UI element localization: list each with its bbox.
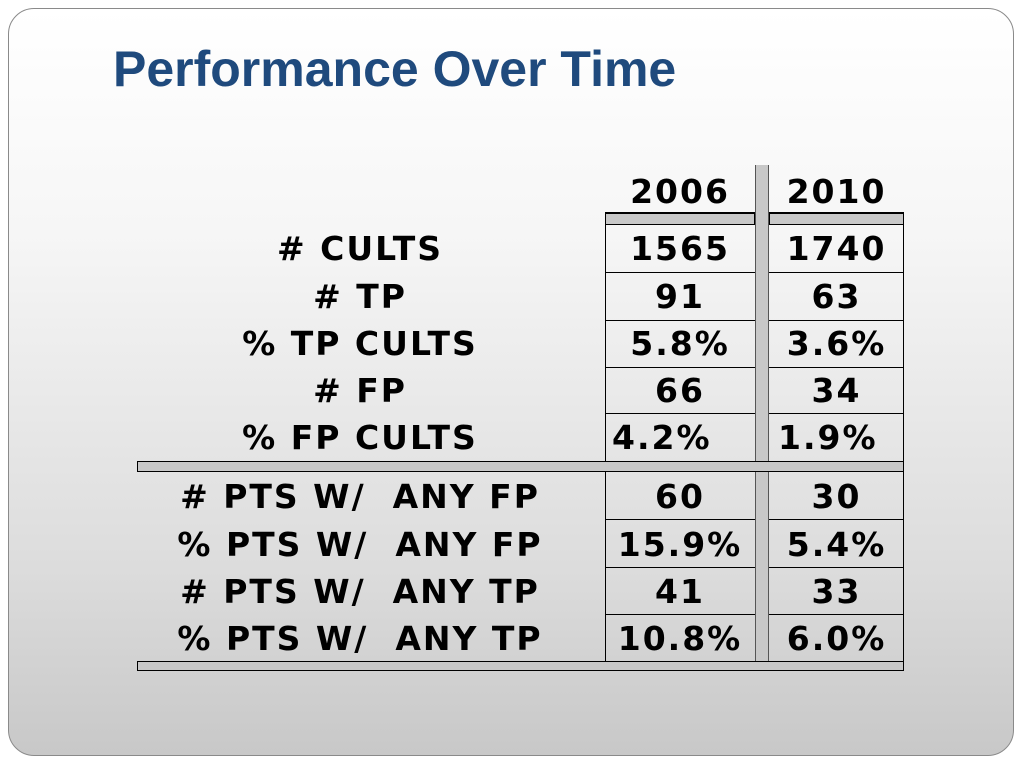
value-2006-fp-cults-pct: 4.2% <box>612 418 712 457</box>
value-2010-tp-cults-pct: 3.6% <box>786 324 887 363</box>
row-label-tp-cults-pct: % TP CULTS <box>242 324 478 363</box>
value-2006-pts-any-fp: 60 <box>655 477 705 516</box>
row-label-pts-any-tp: # PTS W/ ANY TP <box>180 572 540 611</box>
value-2006-pts-any-tp: 41 <box>655 572 705 611</box>
row-line <box>605 272 755 273</box>
value-2006-cults: 1565 <box>630 229 730 268</box>
row-line <box>605 614 755 615</box>
row-label-cults: # CULTS <box>277 229 443 268</box>
header-bar-2010 <box>769 213 904 225</box>
value-2010-pts-any-tp-pct: 6.0% <box>786 619 887 658</box>
header-border-2010 <box>769 212 904 213</box>
section-divider-bar <box>137 461 904 472</box>
row-label-tp: # TP <box>313 277 407 316</box>
border-right-2010 <box>903 213 904 461</box>
row-label-pts-any-fp-pct: % PTS W/ ANY FP <box>177 525 543 564</box>
value-2010-fp-cults-pct: 1.9% <box>778 418 878 457</box>
column-header-2010: 2010 <box>786 172 887 211</box>
header-border-2006 <box>605 212 755 213</box>
row-line <box>769 567 904 568</box>
row-label-pts-any-tp-pct: % PTS W/ ANY TP <box>177 619 543 658</box>
value-2010-pts-any-fp: 30 <box>811 477 862 516</box>
row-line <box>769 519 904 520</box>
row-line <box>769 413 904 414</box>
value-2010-pts-any-fp-pct: 5.4% <box>786 525 887 564</box>
row-label-fp-cults-pct: % FP CULTS <box>242 418 478 457</box>
value-2006-tp-cults-pct: 5.8% <box>630 324 730 363</box>
row-line <box>605 519 755 520</box>
value-2010-cults: 1740 <box>786 229 887 268</box>
slide-title: Performance Over Time <box>113 41 677 97</box>
row-line <box>605 567 755 568</box>
row-label-pts-any-fp: # PTS W/ ANY FP <box>180 477 540 516</box>
row-line <box>605 413 755 414</box>
row-line <box>769 272 904 273</box>
value-2006-pts-any-fp-pct: 15.9% <box>617 525 743 564</box>
column-header-2006: 2006 <box>630 172 730 211</box>
value-2010-fp: 34 <box>811 371 862 410</box>
value-2006-fp: 66 <box>655 371 705 410</box>
row-line <box>769 320 904 321</box>
value-2010-pts-any-tp: 33 <box>811 572 862 611</box>
row-label-fp: # FP <box>313 371 407 410</box>
row-line <box>769 614 904 615</box>
border-left-2006 <box>605 213 606 461</box>
value-2006-tp: 91 <box>655 277 705 316</box>
slide-background <box>8 8 1014 756</box>
row-line <box>605 367 755 368</box>
table-bottom-bar <box>137 661 904 671</box>
value-2006-pts-any-tp-pct: 10.8% <box>617 619 743 658</box>
column-separator <box>755 165 769 662</box>
header-bar-2006 <box>605 213 755 225</box>
row-line <box>769 367 904 368</box>
row-line <box>605 320 755 321</box>
value-2010-tp: 63 <box>811 277 862 316</box>
